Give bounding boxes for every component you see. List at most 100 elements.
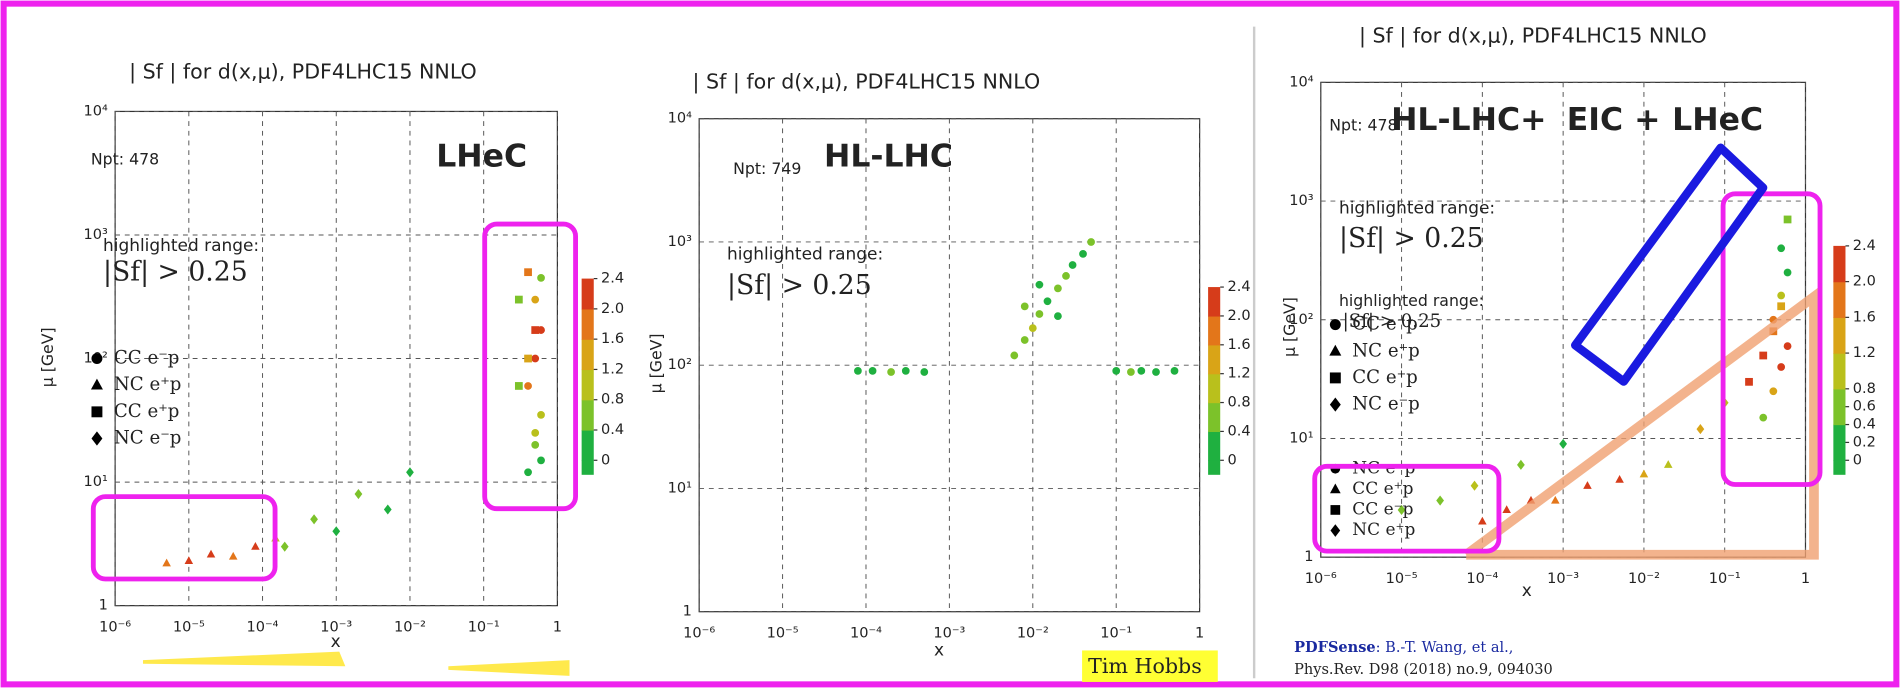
- chart-title: | Sf | for d(x,μ), PDF4LHC15 NNLO: [1359, 23, 1707, 48]
- highlight-range: |Sf| > 0.25: [1339, 223, 1484, 254]
- highlight-box: [1312, 463, 1502, 554]
- point: [1551, 495, 1560, 504]
- x-axis-label: x: [331, 631, 341, 651]
- colorbar-tick-label: 2.0: [1853, 274, 1876, 290]
- point: [1559, 438, 1568, 449]
- chart-title: | Sf | for d(x,μ), PDF4LHC15 NNLO: [693, 69, 1041, 94]
- legend-marker: [91, 431, 103, 446]
- point: [901, 366, 910, 375]
- plot-backgrounds: [114, 81, 1807, 613]
- y-tick-label: 10¹: [668, 480, 692, 496]
- point: [1035, 280, 1044, 289]
- point: [524, 354, 532, 363]
- colorbar-tick-label: 2.4: [1853, 238, 1876, 254]
- colorbar-tick-label: 2.4: [1227, 279, 1250, 295]
- point: [514, 382, 523, 390]
- colorbar-segment: [1208, 431, 1221, 461]
- x-tick-label: 1: [1195, 625, 1204, 641]
- point: [1615, 474, 1624, 483]
- point: [1043, 297, 1052, 306]
- point: [1062, 272, 1070, 280]
- x-tick-label: 10⁻⁴: [247, 619, 279, 635]
- legend-label: NC e⁻p: [1352, 394, 1420, 415]
- colorbar-tick-label: 2.4: [601, 271, 624, 287]
- point: [1759, 351, 1768, 360]
- point: [514, 295, 523, 304]
- colorbar-segment: [581, 339, 594, 371]
- point: [1068, 261, 1077, 269]
- legend-marker: [91, 353, 103, 364]
- legend-label: CC e⁺p: [114, 401, 180, 422]
- point: [1777, 291, 1786, 300]
- legend-label: CC e⁺p: [1352, 478, 1413, 498]
- point: [531, 429, 540, 437]
- highlight-range: |Sf| > 0.25: [103, 257, 248, 288]
- chart-title: | Sf | for d(x,μ), PDF4LHC15 NNLO: [129, 60, 477, 85]
- y-tick-label: 10³: [1289, 193, 1313, 209]
- colorbar-tick-label: 0.4: [601, 422, 624, 438]
- highlight-label: highlighted range:: [103, 235, 259, 255]
- credit: Tim Hobbs: [1088, 654, 1202, 678]
- colorbar-segment: [581, 399, 594, 431]
- highlight-box: [1720, 191, 1823, 487]
- y-tick-label: 10³: [84, 227, 108, 243]
- y-tick-label: 10³: [668, 234, 692, 250]
- highlight-label: highlighted range:: [727, 243, 883, 263]
- decoration: [142, 651, 346, 667]
- point: [537, 326, 545, 334]
- point: [1028, 324, 1037, 332]
- x-axis-label: x: [934, 639, 944, 659]
- decoration: [448, 660, 570, 676]
- colorbar-segment: [1208, 373, 1221, 404]
- citation-journal: Phys.Rev. D98 (2018) no.9, 094030: [1294, 662, 1553, 678]
- x-tick-label: 10⁻³: [320, 619, 352, 635]
- colorbar-segment: [581, 369, 594, 401]
- colorbar-segment: [581, 430, 594, 461]
- y-tick-label: 10⁴: [84, 103, 108, 119]
- colorbar-segment: [1208, 402, 1221, 433]
- point: [1054, 312, 1062, 321]
- highlight-label: highlighted range:: [1339, 291, 1484, 310]
- npt: Npt: 478: [1329, 115, 1397, 134]
- y-tick-label: 1: [1304, 549, 1313, 565]
- panel-label: LHeC: [436, 138, 527, 174]
- colorbar-tick-label: 0.8: [1853, 381, 1876, 397]
- point: [531, 441, 540, 449]
- x-tick-label: 10⁻¹: [468, 619, 500, 635]
- y-tick-label: 10²: [1289, 312, 1313, 328]
- npt: Npt: 749: [733, 159, 801, 178]
- region-triangle: [1463, 287, 1819, 560]
- colorbar-tick-label: 1.2: [1853, 345, 1876, 361]
- y-axis-label: μ [GeV]: [1280, 297, 1299, 357]
- colorbar-segment: [581, 278, 594, 310]
- colorbar-tick-label: 0.4: [1853, 417, 1876, 433]
- legend-marker: [1330, 524, 1341, 537]
- colorbar-tick-label: 1.6: [601, 331, 624, 347]
- point: [537, 456, 545, 465]
- point: [1054, 284, 1062, 293]
- colorbar-segment: [1833, 281, 1846, 318]
- point: [1517, 459, 1525, 470]
- highlight-label: highlighted range:: [1339, 197, 1495, 217]
- marks: 10⁻⁶ 10⁻⁵ 10⁻⁴ 10⁻³ 10⁻² 10⁻¹ 1 1 10¹ 10² 10³ 10⁴ 0 0…: [84, 74, 1876, 641]
- point: [854, 366, 862, 375]
- colorbar-segment: [581, 308, 594, 340]
- legend-label: CC e⁺p: [1352, 367, 1418, 388]
- colorbar-tick-label: 0.6: [1853, 399, 1876, 415]
- x-tick-label: 1: [553, 619, 562, 635]
- colorbar-segment: [1208, 344, 1221, 375]
- colorbar-tick-label: 1.2: [1227, 366, 1250, 382]
- point: [1137, 366, 1146, 375]
- point: [1010, 351, 1019, 360]
- point: [1769, 387, 1778, 396]
- x-tick-label: 10⁻⁴: [1466, 571, 1498, 587]
- highlight-range: |Sf| > 0.25: [1343, 311, 1442, 332]
- legend-marker: [1329, 319, 1341, 331]
- colorbar-tick-label: 1.6: [1853, 309, 1876, 325]
- legend-label: CC e⁻p: [1352, 498, 1413, 518]
- legend-marker: [1330, 505, 1341, 515]
- point: [531, 354, 540, 363]
- colorbar-tick-label: 0: [1853, 452, 1862, 468]
- point: [206, 549, 216, 558]
- colorbar-segment: [1833, 353, 1846, 390]
